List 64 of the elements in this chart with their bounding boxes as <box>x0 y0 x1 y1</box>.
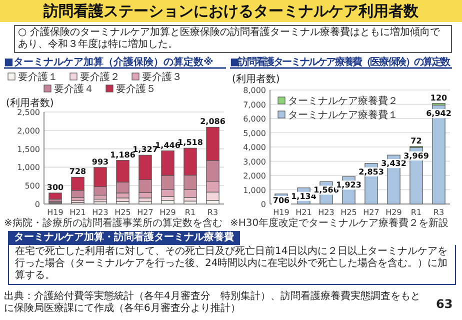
text: ※H30年度改定でターミナルケア療養費２を新設 <box>230 217 449 229</box>
text: 63 <box>436 297 453 311</box>
x-tick-label: H23 <box>92 208 108 217</box>
data-label: 3,432 <box>381 159 406 168</box>
legend-label: 要介護５ <box>116 83 156 95</box>
x-tick-label: R3 <box>207 208 218 217</box>
y-tick-label: 5,000 <box>243 128 266 138</box>
y-tick-label: 7,000 <box>243 100 266 110</box>
legend-label: ターミナルケア療養費２ <box>288 95 398 107</box>
total-label: 1,446 <box>155 140 181 150</box>
data-label: 706 <box>272 196 290 205</box>
data-label: 6,942 <box>426 109 452 118</box>
x-tick-label: H29 <box>386 208 402 217</box>
y-tick-label: 1,000 <box>17 163 40 172</box>
text: 在宅で死亡した利用者に対して、その死亡日及び死亡日前14日以内に２日以上ターミナルケアを行った場合（ターミナルケアを行った後、24時間以内に在宅以外で死亡した場合を含む。）に加算する。 <box>8 245 456 285</box>
x-tick-label: H27 <box>137 208 154 217</box>
y-tick-label: 0 <box>260 200 266 209</box>
y-tick-label: 6,000 <box>243 114 266 124</box>
source-note: 出典：介護給付費等実態統計（各年4月審査分 特別集計）、訪問看護療養費実態調査をもとに保険局医療課にて作成（各年6月審査分より推計） <box>4 291 422 315</box>
x-tick-label: H25 <box>114 208 131 217</box>
y-tick-label: 8,000 <box>243 86 266 95</box>
text: ターミナルケア加算・訪問看護ターミナル療養費 <box>8 231 240 245</box>
data-label: 2,853 <box>358 167 384 176</box>
y-tick-label: 1,000 <box>243 186 266 195</box>
y-axis-title: (利用者数) <box>232 73 280 85</box>
y-tick-label: 4,000 <box>243 143 266 152</box>
total-label: 2,086 <box>200 117 226 126</box>
legend-label: 要介護１ <box>18 71 58 83</box>
y-tick-label: 3,000 <box>243 157 266 166</box>
legend-label: 要介護２ <box>80 71 120 83</box>
data-label: 72 <box>410 136 422 146</box>
data-label: 3,969 <box>404 151 430 160</box>
total-label: 728 <box>69 167 87 176</box>
x-tick-label: R1 <box>184 208 196 217</box>
y-tick-label: 500 <box>24 182 40 191</box>
legend-label: 要介護４ <box>54 83 94 95</box>
x-tick-label: H23 <box>318 208 334 217</box>
y-tick-label: 2,000 <box>17 126 40 136</box>
text: 訪問看護ステーションにおけるターミナルケア利用者数 <box>0 0 462 22</box>
chart-title: ■訪問看護ターミナルケア療養費（医療保険）の算定数 <box>230 56 452 68</box>
x-tick-label: H19 <box>273 208 290 217</box>
data-label: 1,134 <box>291 192 317 201</box>
y-tick-label: 2,000 <box>243 172 266 180</box>
text: ○ 介護保険のターミナルケア加算と医療保険の訪問看護ターミナル療養費はともに増加傾向であり、令和３年度は特に増加した。 <box>14 25 452 53</box>
y-tick-label: 0 <box>34 200 40 209</box>
chart-title: ■ターミナルケア加算（介護保険）の算定数※ <box>4 56 214 68</box>
total-label: 300 <box>46 182 64 192</box>
x-tick-label: R3 <box>433 208 444 217</box>
x-tick-label: R1 <box>410 208 422 217</box>
data-label: 1,923 <box>336 180 362 190</box>
legend-label: ターミナルケア療養費１ <box>288 109 398 121</box>
x-tick-label: H21 <box>70 208 86 217</box>
x-tick-label: H27 <box>363 208 380 217</box>
text: ※病院・診療所の訪問看護事業所の算定数を含む <box>4 217 222 229</box>
y-tick-label: 2,500 <box>17 108 40 117</box>
legend-label: 要介護３ <box>142 71 182 83</box>
x-tick-label: H29 <box>160 208 176 217</box>
total-label: 993 <box>92 157 109 166</box>
x-tick-label: H21 <box>296 208 312 217</box>
data-label: 120 <box>430 93 448 102</box>
y-axis-title: (利用者数) <box>6 97 54 109</box>
x-tick-label: H25 <box>340 208 357 217</box>
x-tick-label: H19 <box>47 208 64 217</box>
y-tick-label: 1,500 <box>17 144 40 154</box>
